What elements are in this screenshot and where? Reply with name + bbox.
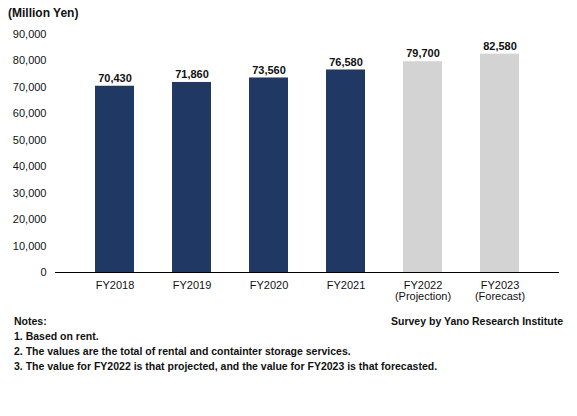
- html-text:Notes:: Notes:: [14, 315, 47, 327]
- svg-text:60,000: 60,000: [13, 107, 47, 119]
- svg-text:FY2023(Forecast): FY2023(Forecast): [475, 279, 525, 302]
- svg-text:FY2020: FY2020: [250, 279, 289, 291]
- svg-text:50,000: 50,000: [13, 134, 47, 146]
- html-text:(Million Yen): (Million Yen): [8, 6, 79, 20]
- svg-text:20,000: 20,000: [13, 213, 47, 225]
- svg-text:FY2022(Projection): FY2022(Projection): [395, 279, 451, 302]
- svg-text:10,000: 10,000: [13, 240, 47, 252]
- svg-text:73,560: 73,560: [252, 63, 286, 75]
- svg-text:71,860: 71,860: [175, 68, 209, 80]
- svg-text:40,000: 40,000: [13, 160, 47, 172]
- svg-text:FY2019: FY2019: [173, 279, 212, 291]
- svg-text:30,000: 30,000: [13, 187, 47, 199]
- svg-text:0: 0: [40, 266, 46, 278]
- html-text:2. The values are the total of: 2. The values are the total of rental an…: [14, 345, 351, 357]
- svg-text:82,580: 82,580: [483, 40, 517, 52]
- svg-text:70,430: 70,430: [98, 72, 132, 84]
- html-text:3. The value for FY2022 is tha: 3. The value for FY2022 is that projecte…: [14, 360, 438, 372]
- svg-text:80,000: 80,000: [13, 54, 47, 66]
- html-text:1. Based on rent.: 1. Based on rent.: [14, 330, 99, 342]
- svg-text:90,000: 90,000: [13, 28, 47, 40]
- html-text:Survey by Yano Research Instit: Survey by Yano Research Institute: [391, 315, 563, 327]
- svg-text:70,000: 70,000: [13, 81, 47, 93]
- svg-text:79,700: 79,700: [406, 47, 440, 59]
- svg-text:76,580: 76,580: [329, 56, 363, 68]
- svg-text:FY2021: FY2021: [327, 279, 366, 291]
- svg-text:FY2018: FY2018: [96, 279, 135, 291]
